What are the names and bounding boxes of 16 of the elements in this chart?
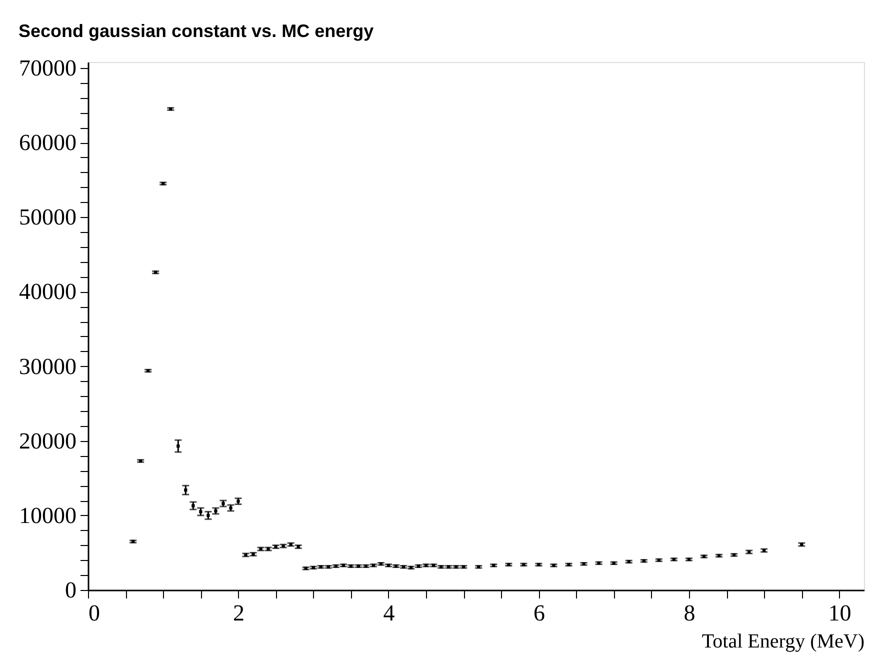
- y-tick-label: 60000: [19, 130, 76, 156]
- y-tick-label: 70000: [19, 55, 76, 80]
- y-tick-label: 20000: [19, 428, 76, 454]
- x-tick-label: 4: [383, 600, 396, 626]
- x-tick-label: 2: [232, 600, 244, 626]
- x-tick-label: 6: [533, 600, 545, 626]
- y-tick-label: 0: [65, 578, 76, 602]
- x-axis-title: Total Energy (MeV): [702, 630, 864, 652]
- x-tick-label: 8: [684, 600, 696, 626]
- y-tick-label: 30000: [19, 354, 76, 379]
- x-tick-label: 0: [88, 600, 100, 626]
- y-tick-label: 40000: [19, 279, 76, 304]
- y-tick-label: 10000: [19, 502, 76, 528]
- chart-title: Second gaussian constant vs. MC energy: [18, 20, 374, 41]
- y-tick-label: 50000: [19, 204, 76, 230]
- x-tick-label: 10: [828, 600, 852, 626]
